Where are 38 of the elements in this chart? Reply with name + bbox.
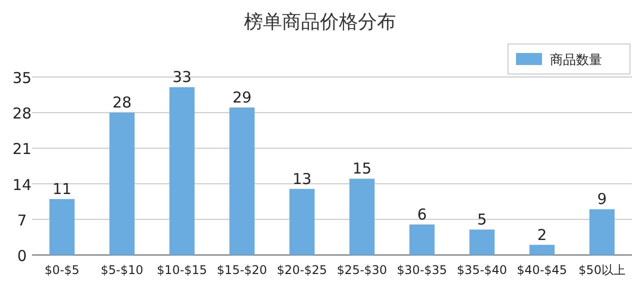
data-label: 2 [537,226,547,244]
data-label: 11 [52,180,72,198]
x-tick-label: $15-$20 [216,263,268,277]
data-label: 5 [477,210,487,229]
bar [49,199,75,255]
data-label: 28 [112,94,132,112]
y-tick-label: 0 [17,247,27,265]
x-tick-label: $35-$40 [456,263,508,277]
bar [589,209,615,255]
data-label: 15 [352,160,372,178]
data-label: 29 [232,88,252,107]
legend-label: 商品数量 [550,53,602,68]
x-tick-label: $10-$15 [156,263,208,277]
x-tick-label: $5-$10 [100,263,144,277]
data-label: 13 [292,170,312,188]
x-tick-label: $25-$30 [336,263,388,277]
bar [289,188,315,255]
bar [349,178,375,255]
bar [529,244,555,255]
y-tick-label: 21 [12,140,32,158]
x-tick-label: $50以上 [578,263,626,277]
data-label: 6 [417,205,427,224]
data-label: 33 [172,68,192,86]
y-tick-label: 35 [12,69,32,87]
x-tick-label: $0-$5 [44,263,80,277]
x-tick-label: $40-$45 [516,263,568,277]
chart-title: 榜单商品价格分布 [244,11,396,33]
bar [469,230,495,255]
bar [229,108,255,255]
bar [409,224,435,255]
y-tick-label: 14 [12,176,32,194]
y-tick-label: 28 [12,104,32,123]
x-tick-label: $30-$35 [396,263,448,277]
data-label: 9 [597,190,607,208]
bar [109,112,135,255]
y-tick-label: 7 [17,211,27,230]
bar [169,87,195,255]
x-tick-label: $20-$25 [276,263,328,277]
